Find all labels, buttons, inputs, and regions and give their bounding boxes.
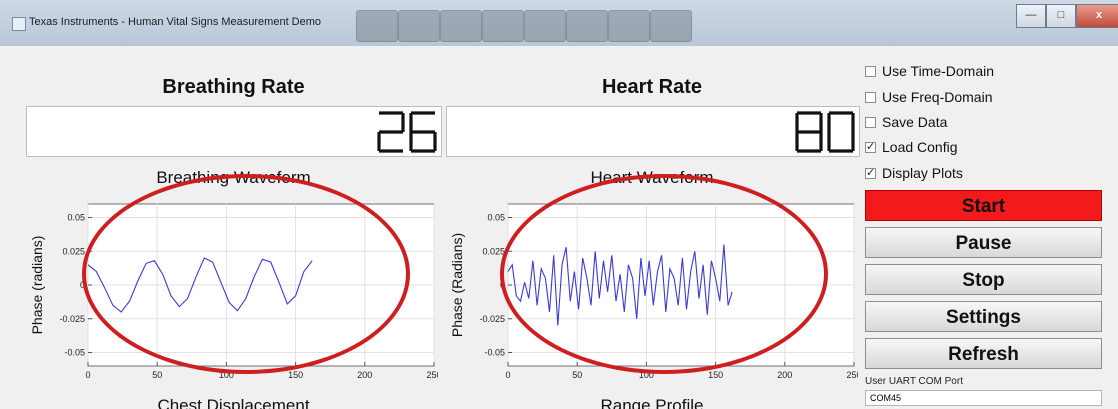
x-tick-label: 50: [152, 370, 162, 380]
start-button[interactable]: Start: [865, 190, 1102, 221]
range-profile-title: Range Profile: [600, 396, 704, 409]
checkbox-box[interactable]: [865, 91, 876, 103]
uart-com-port-label: User UART COM Port: [865, 376, 963, 387]
maximize-button[interactable]: □: [1046, 4, 1076, 28]
taskbar-thumbnail-icon: [524, 10, 566, 42]
annotation-ellipse: [500, 174, 828, 374]
x-tick-label: 50: [572, 370, 582, 380]
app-icon: [12, 17, 26, 31]
x-tick-label: 100: [219, 370, 234, 380]
use-freq-domain-checkbox[interactable]: Use Freq-Domain: [865, 88, 992, 106]
y-tick-label: 0.05: [67, 213, 85, 223]
y-tick-label: -0.05: [484, 348, 505, 358]
stop-button[interactable]: Stop: [865, 264, 1102, 295]
window-controls: — □ x: [1016, 4, 1118, 28]
breathing-rate-digits: [377, 111, 437, 153]
y-tick-label: -0.05: [64, 348, 85, 358]
checkbox-box[interactable]: [865, 166, 876, 179]
lcd-digit: [377, 111, 405, 153]
taskbar-thumbnail-icon: [482, 10, 524, 42]
pause-button[interactable]: Pause: [865, 227, 1102, 258]
y-tick-label: 0.025: [62, 246, 85, 256]
minimize-button[interactable]: —: [1016, 4, 1046, 28]
client-area: Breathing Rate 26 Breathing Waveform 050…: [0, 46, 1118, 409]
taskbar-thumbnail-icon: [440, 10, 482, 42]
annotation-ellipse: [82, 174, 410, 374]
chest-displacement-title: Chest Displacement: [157, 396, 310, 409]
x-tick-label: 200: [357, 370, 372, 380]
y-tick-label: 0.025: [482, 246, 505, 256]
heart-rate-heading: Heart Rate: [601, 76, 703, 98]
breathing-rate-display: 26: [26, 106, 442, 157]
x-tick-label: 0: [85, 370, 90, 380]
y-tick-label: -0.025: [59, 314, 85, 324]
checkbox-label: Save Data: [882, 114, 948, 130]
breathing-rate-heading: Breathing Rate: [162, 76, 305, 98]
taskbar-thumbnail-icon: [356, 10, 398, 42]
taskbar-thumbnail-icon: [608, 10, 650, 42]
checkbox-box[interactable]: [865, 65, 876, 77]
checkbox-box[interactable]: [865, 140, 876, 153]
use-time-domain-checkbox[interactable]: Use Time-Domain: [865, 62, 994, 80]
x-tick-label: 250: [426, 370, 438, 380]
y-tick-label: 0.05: [487, 213, 505, 223]
refresh-button[interactable]: Refresh: [865, 338, 1102, 369]
display-plots-checkbox[interactable]: Display Plots: [865, 164, 963, 182]
heart-rate-digits: [795, 111, 855, 153]
x-tick-label: 200: [777, 370, 792, 380]
y-tick-label: -0.025: [479, 314, 505, 324]
checkbox-label: Load Config: [882, 139, 958, 155]
x-tick-label: 100: [639, 370, 654, 380]
taskbar-thumbnail-icon: [398, 10, 440, 42]
y-axis-label: Phase (radians): [29, 236, 45, 335]
x-tick-label: 250: [846, 370, 858, 380]
x-tick-label: 150: [708, 370, 723, 380]
taskbar-thumbnail-icon: [566, 10, 608, 42]
x-tick-label: 150: [288, 370, 303, 380]
load-config-checkbox[interactable]: Load Config: [865, 138, 958, 156]
close-button[interactable]: x: [1076, 4, 1118, 28]
title-bar[interactable]: Texas Instruments - Human Vital Signs Me…: [0, 0, 1118, 47]
window-title: Texas Instruments - Human Vital Signs Me…: [29, 16, 322, 28]
checkbox-label: Use Time-Domain: [882, 63, 995, 79]
checkbox-label: Use Freq-Domain: [882, 89, 993, 105]
x-tick-label: 0: [505, 370, 510, 380]
uart-com-port-input[interactable]: [865, 390, 1102, 406]
settings-button[interactable]: Settings: [865, 301, 1102, 332]
checkbox-label: Display Plots: [882, 165, 963, 181]
lcd-digit: [827, 111, 855, 153]
taskbar-thumbnail-icon: [650, 10, 692, 42]
lcd-digit: [795, 111, 823, 153]
lcd-digit: [409, 111, 437, 153]
checkbox-box[interactable]: [865, 116, 876, 128]
y-axis-label: Phase (Radians): [449, 233, 465, 337]
save-data-checkbox[interactable]: Save Data: [865, 113, 947, 131]
heart-rate-display: 80: [446, 106, 860, 157]
